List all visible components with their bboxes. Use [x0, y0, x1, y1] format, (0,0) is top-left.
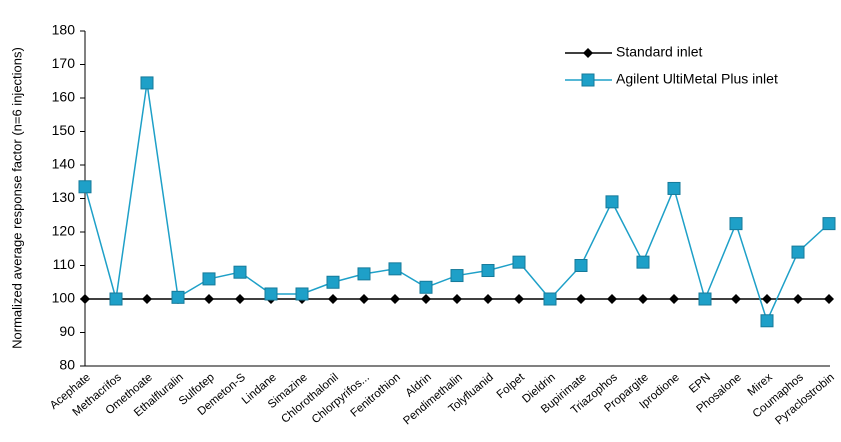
- marker: [326, 275, 340, 289]
- marker: [543, 292, 557, 306]
- marker: [824, 294, 834, 304]
- marker: [328, 294, 338, 304]
- marker: [514, 294, 524, 304]
- y-axis-label: Normalized average response factor (n=6 …: [9, 47, 24, 349]
- marker: [202, 272, 216, 286]
- marker: [638, 294, 648, 304]
- marker: [667, 181, 681, 195]
- marker: [605, 195, 619, 209]
- marker: [791, 245, 805, 259]
- marker: [698, 292, 712, 306]
- y-tick-label: 170: [52, 55, 76, 71]
- y-tick-label: 130: [52, 189, 76, 205]
- marker: [109, 292, 123, 306]
- marker: [607, 294, 617, 304]
- marker: [452, 294, 462, 304]
- y-tick-label: 180: [52, 22, 76, 38]
- marker: [357, 267, 371, 281]
- marker: [583, 48, 593, 58]
- marker: [581, 73, 595, 87]
- marker: [295, 287, 309, 301]
- y-tick-label: 80: [59, 357, 75, 373]
- y-tick-label: 120: [52, 223, 76, 239]
- marker: [421, 294, 431, 304]
- marker: [78, 180, 92, 194]
- marker: [264, 287, 278, 301]
- x-tick-label: EPN: [687, 371, 713, 395]
- marker: [204, 294, 214, 304]
- marker: [483, 294, 493, 304]
- marker: [140, 76, 154, 90]
- marker: [359, 294, 369, 304]
- marker: [450, 269, 464, 283]
- marker: [80, 294, 90, 304]
- marker: [512, 255, 526, 269]
- y-tick-label: 160: [52, 89, 76, 105]
- marker: [235, 294, 245, 304]
- marker: [731, 294, 741, 304]
- series-line: [84, 82, 830, 323]
- marker: [390, 294, 400, 304]
- marker: [793, 294, 803, 304]
- legend-label: Standard inlet: [616, 44, 703, 60]
- y-tick-label: 100: [52, 290, 76, 306]
- y-tick-label: 140: [52, 156, 76, 172]
- marker: [419, 280, 433, 294]
- marker: [481, 264, 495, 278]
- marker: [142, 294, 152, 304]
- marker: [636, 255, 650, 269]
- marker: [388, 262, 402, 276]
- marker: [762, 294, 772, 304]
- marker: [233, 265, 247, 279]
- marker: [574, 259, 588, 272]
- marker: [171, 290, 185, 304]
- marker: [669, 294, 679, 304]
- legend-label: Agilent UltiMetal Plus inlet: [616, 71, 778, 87]
- marker: [729, 217, 743, 231]
- y-tick-label: 110: [53, 256, 76, 272]
- y-tick-label: 90: [59, 323, 75, 339]
- marker: [760, 314, 774, 328]
- marker: [822, 217, 836, 231]
- marker: [576, 294, 586, 304]
- y-tick-label: 150: [52, 122, 76, 138]
